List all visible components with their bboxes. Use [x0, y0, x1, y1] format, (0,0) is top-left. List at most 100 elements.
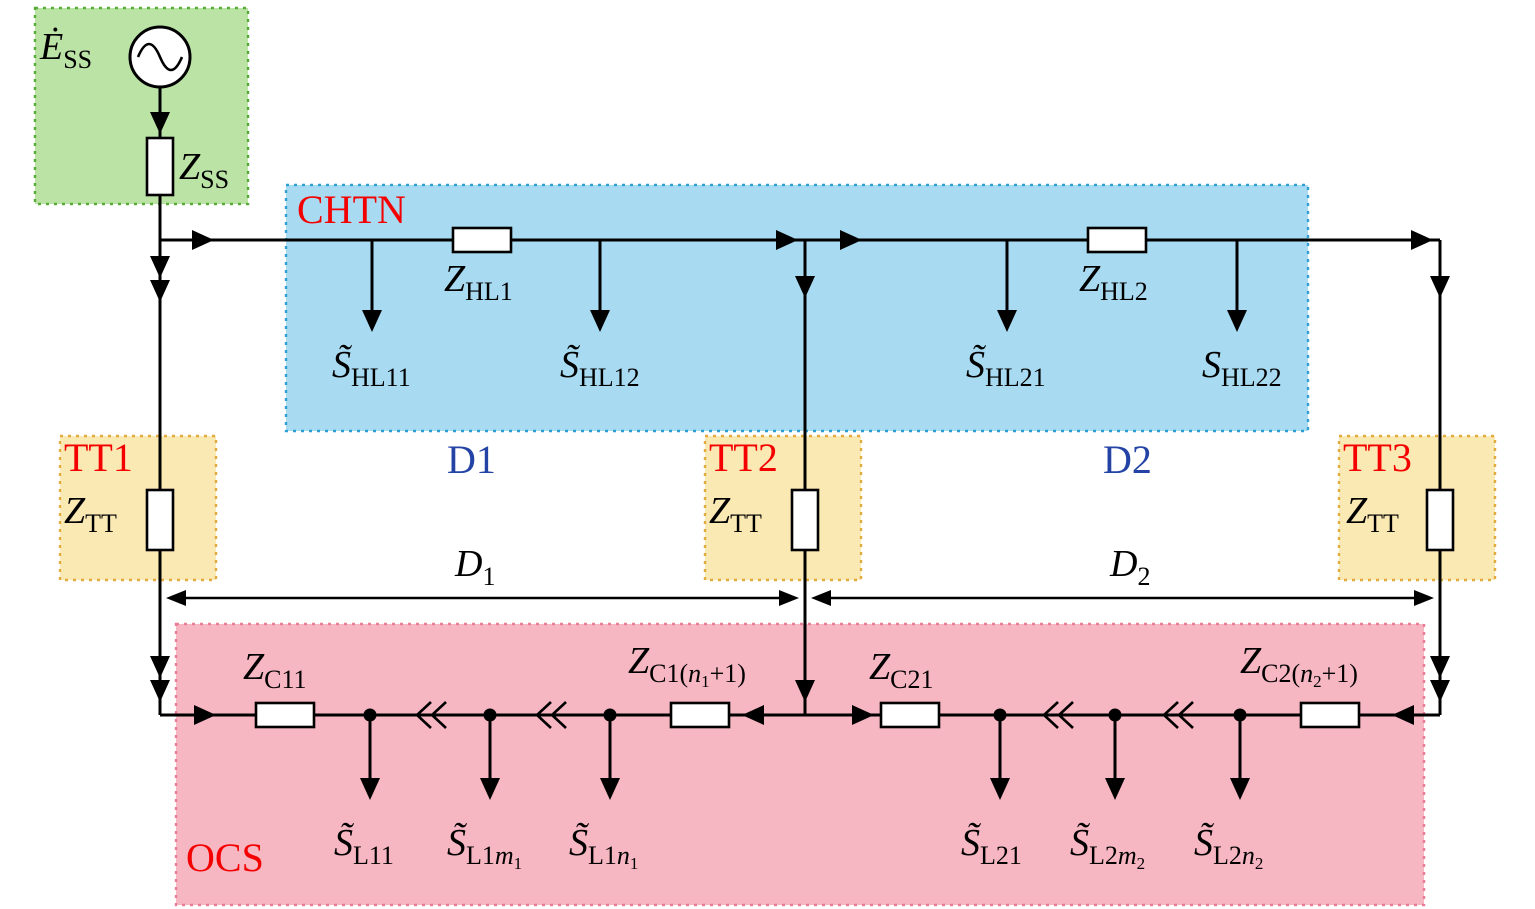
label-z-c1n1: ZC1(n1+1) — [628, 640, 746, 691]
label-z-tt3: ZTT — [1346, 490, 1399, 538]
chtn-region-box — [284, 183, 1310, 433]
break-mark-icon — [1042, 701, 1059, 729]
region-ocs — [174, 622, 1426, 907]
junction-dot — [1108, 708, 1122, 722]
resistor-z-hl1 — [451, 226, 513, 254]
label-z-c2n2: ZC2(n2+1) — [1240, 640, 1358, 691]
arrow-icon — [480, 778, 500, 800]
label-s-hl12: S̃HL12 — [560, 344, 640, 392]
line-break-marks — [415, 701, 1194, 729]
arrow-icon — [742, 705, 764, 725]
dimension-arrow-icon — [1414, 590, 1434, 606]
label-z-ss: ZSS — [179, 146, 230, 194]
junction-dot — [993, 708, 1007, 722]
label-tt2: TT2 — [709, 435, 778, 480]
junction-dot — [1233, 708, 1247, 722]
arrow-icon — [795, 276, 815, 298]
dimension-arrow-icon — [779, 590, 799, 606]
resistor-z-tt3 — [1425, 488, 1455, 552]
label-z-c11: ZC11 — [243, 646, 307, 694]
label-s-hl11: S̃HL11 — [332, 344, 411, 392]
arrow-icon — [150, 680, 170, 702]
resistor-z-hl2 — [1086, 226, 1148, 254]
arrow-icon — [840, 230, 862, 250]
region-tt2 — [703, 434, 863, 582]
label-s-l2n2: S̃L2n2 — [1194, 822, 1264, 873]
arrow-icon — [1230, 778, 1250, 800]
break-mark-icon — [1057, 701, 1074, 729]
label-ocs: OCS — [186, 835, 264, 880]
label-s-l1n1: S̃L1n1 — [569, 822, 639, 873]
dimension-arrow-icon — [166, 590, 186, 606]
arrow-icon — [1411, 230, 1433, 250]
label-s-l11: S̃L11 — [334, 822, 394, 870]
tt3-region-box — [1337, 434, 1497, 582]
arrow-icon — [192, 230, 214, 250]
arrow-icon — [852, 705, 874, 725]
arrow-icon — [1392, 705, 1414, 725]
label-distance-d1: D1 — [455, 543, 496, 591]
resistor-z-tt1 — [145, 488, 175, 552]
tt2-region-box — [703, 434, 863, 582]
break-mark-icon — [415, 701, 432, 729]
impedance-elements — [145, 136, 1455, 729]
arrow-icon — [150, 656, 170, 678]
label-s-l1m1: S̃L1m1 — [447, 822, 523, 873]
resistor-z-c11 — [254, 701, 316, 729]
label-z-c21: ZC21 — [869, 646, 934, 694]
arrow-icon — [795, 680, 815, 702]
break-mark-icon — [550, 701, 567, 729]
label-tt3: TT3 — [1343, 435, 1412, 480]
arrow-icon — [360, 778, 380, 800]
break-mark-icon — [430, 701, 447, 729]
arrow-icon — [1227, 310, 1247, 332]
label-z-tt1: ZTT — [64, 490, 117, 538]
arrow-icon — [1430, 680, 1450, 702]
tap-junction-dots — [363, 708, 1247, 722]
label-chtn: CHTN — [297, 187, 406, 232]
label-s-hl22: SHL22 — [1202, 344, 1282, 392]
arrow-icon — [194, 705, 216, 725]
junction-dot — [363, 708, 377, 722]
label-s-l2m2: S̃L2m2 — [1070, 822, 1146, 873]
break-mark-icon — [1162, 701, 1179, 729]
arrow-icon — [600, 778, 620, 800]
dimension-arrow-icon — [811, 590, 831, 606]
resistor-z-c21 — [879, 701, 941, 729]
junction-dot — [603, 708, 617, 722]
arrow-icon — [362, 310, 382, 332]
arrow-icon — [990, 778, 1010, 800]
break-mark-icon — [1177, 701, 1194, 729]
resistor-z-tt2 — [790, 488, 820, 552]
arrow-icon — [150, 256, 170, 278]
resistor-z-c1n1 — [669, 701, 731, 729]
region-tt3 — [1337, 434, 1497, 582]
ac-source-icon — [128, 25, 192, 89]
label-section-d1: D1 — [447, 437, 496, 482]
junction-dot — [483, 708, 497, 722]
arrow-icon — [1430, 276, 1450, 298]
break-mark-icon — [535, 701, 552, 729]
arrow-icon — [997, 310, 1017, 332]
label-z-tt2: ZTT — [709, 490, 762, 538]
label-z-hl2: ZHL2 — [1079, 258, 1148, 306]
label-z-hl1: ZHL1 — [444, 258, 513, 306]
sine-wave-icon — [136, 42, 184, 72]
resistor-z-c2n2 — [1299, 701, 1361, 729]
ocs-region-box — [174, 622, 1426, 907]
label-s-hl21: S̃HL21 — [966, 344, 1046, 392]
arrow-icon — [1105, 778, 1125, 800]
region-chtn — [284, 183, 1310, 433]
arrow-icon — [150, 112, 170, 134]
arrow-icon — [150, 280, 170, 302]
arrow-icon — [590, 310, 610, 332]
region-tt1 — [58, 434, 218, 582]
resistor-z-ss — [145, 136, 175, 197]
label-tt1: TT1 — [64, 435, 133, 480]
label-s-l21: S̃L21 — [961, 822, 1022, 870]
flow-arrows — [150, 112, 1450, 800]
label-section-d2: D2 — [1103, 437, 1152, 482]
label-e-ss: ĖSS — [40, 26, 93, 74]
